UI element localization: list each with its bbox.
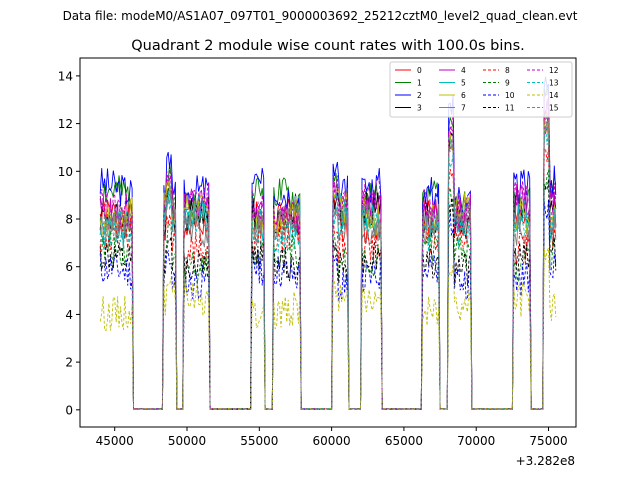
figure-suptitle: Data file: modeM0/AS1A07_097T01_90000036… [63,9,578,23]
legend-label-11: 11 [505,104,515,113]
y-tick-label: 2 [65,356,73,370]
legend-label-14: 14 [549,91,559,100]
y-tick-label: 14 [58,69,73,83]
legend-label-4: 4 [461,66,466,75]
x-tick-label: 55000 [240,434,278,448]
legend-label-6: 6 [461,91,466,100]
x-tick-label: 65000 [385,434,423,448]
y-tick-label: 10 [58,165,73,179]
legend-label-1: 1 [417,79,422,88]
legend-label-2: 2 [417,91,422,100]
y-tick-label: 6 [65,260,73,274]
legend-label-3: 3 [417,104,422,113]
x-tick-label: 75000 [529,434,567,448]
y-tick-label: 8 [65,213,73,227]
series-line-15 [99,113,557,410]
y-tick-label: 4 [65,308,73,322]
x-tick-label: 45000 [96,434,134,448]
legend-label-13: 13 [549,79,559,88]
legend-label-15: 15 [549,104,559,113]
legend-label-0: 0 [417,66,422,75]
plot-frame [79,57,577,428]
chart-title: Quadrant 2 module wise count rates with … [131,38,525,54]
x-tick-label: 70000 [457,434,495,448]
legend-label-10: 10 [505,91,515,100]
x-tick-label: 60000 [313,434,351,448]
legend-label-5: 5 [461,79,466,88]
axis-ticks: 45000 50000 55000 60000 65000 70000 75000 0 2 4 6 8… [58,69,568,448]
x-offset-label: +3.282e8 [516,454,575,468]
plot-lines [99,76,557,411]
legend-label-7: 7 [461,104,466,113]
legend-label-8: 8 [505,66,510,75]
legend-label-12: 12 [549,66,559,75]
legend-box [389,61,573,118]
y-tick-label: 12 [58,117,73,131]
x-tick-label: 50000 [168,434,206,448]
y-tick-label: 0 [65,403,73,417]
legend-label-9: 9 [505,79,510,88]
